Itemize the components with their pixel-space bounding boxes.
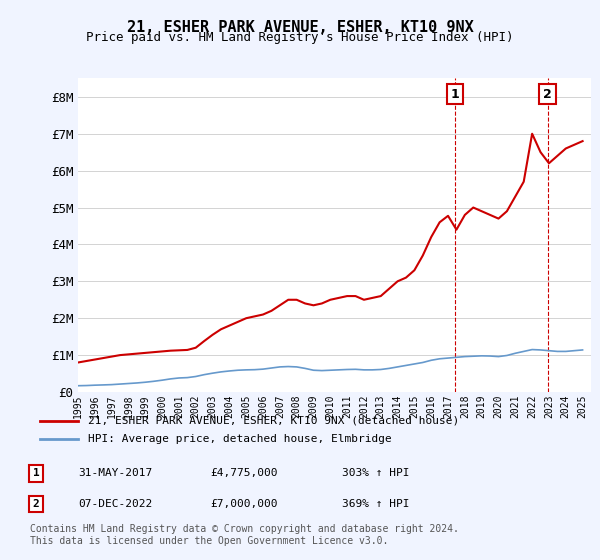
Text: Contains HM Land Registry data © Crown copyright and database right 2024.
This d: Contains HM Land Registry data © Crown c… [30,524,459,546]
Text: Price paid vs. HM Land Registry's House Price Index (HPI): Price paid vs. HM Land Registry's House … [86,31,514,44]
Text: 1: 1 [32,468,40,478]
Text: 21, ESHER PARK AVENUE, ESHER, KT10 9NX (detached house): 21, ESHER PARK AVENUE, ESHER, KT10 9NX (… [88,416,459,426]
Text: 303% ↑ HPI: 303% ↑ HPI [342,468,409,478]
Text: 369% ↑ HPI: 369% ↑ HPI [342,499,409,509]
Text: 31-MAY-2017: 31-MAY-2017 [78,468,152,478]
Text: HPI: Average price, detached house, Elmbridge: HPI: Average price, detached house, Elmb… [88,434,391,444]
Text: 07-DEC-2022: 07-DEC-2022 [78,499,152,509]
Text: 2: 2 [32,499,40,509]
Text: 21, ESHER PARK AVENUE, ESHER, KT10 9NX: 21, ESHER PARK AVENUE, ESHER, KT10 9NX [127,20,473,35]
Text: £7,000,000: £7,000,000 [210,499,277,509]
Text: 2: 2 [543,87,552,101]
Text: £4,775,000: £4,775,000 [210,468,277,478]
Text: 1: 1 [451,87,460,101]
